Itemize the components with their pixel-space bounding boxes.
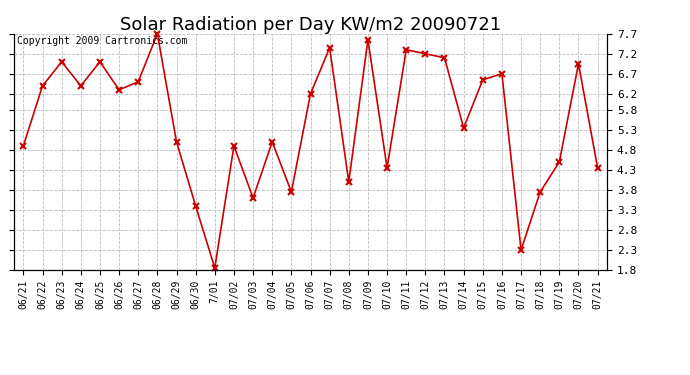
Text: Copyright 2009 Cartronics.com: Copyright 2009 Cartronics.com (17, 36, 187, 46)
Title: Solar Radiation per Day KW/m2 20090721: Solar Radiation per Day KW/m2 20090721 (120, 16, 501, 34)
